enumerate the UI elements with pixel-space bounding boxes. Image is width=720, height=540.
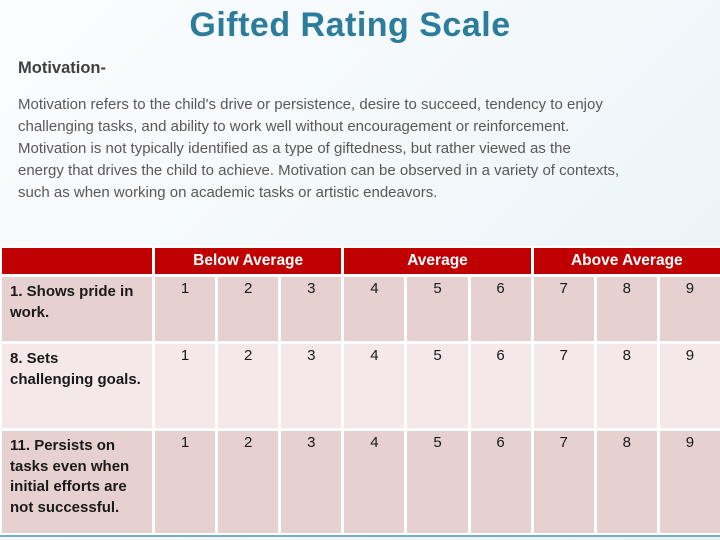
rating-cell: 8 [596,431,657,533]
rating-cell: 1 [155,344,216,428]
rating-cell: 7 [533,277,594,341]
rating-cell: 3 [281,431,342,533]
column-group-header-2: Average [344,248,531,274]
bottom-accent-line [0,535,720,537]
body-paragraph: Motivation refers to the child's drive o… [18,96,620,201]
column-group-header-3: Above Average [533,248,720,274]
rating-cell: 6 [470,431,531,533]
rating-cell: 5 [407,344,468,428]
rating-cell: 9 [659,277,720,341]
rating-cell: 3 [281,344,342,428]
rating-cell: 4 [344,431,405,533]
rating-cell: 5 [407,431,468,533]
rating-cell: 2 [218,431,279,533]
rating-cell: 7 [533,431,594,533]
rating-cell: 7 [533,344,594,428]
column-group-header-1: Below Average [155,248,342,274]
rating-cell: 1 [155,277,216,341]
rating-cell: 6 [470,344,531,428]
rating-cell: 5 [407,277,468,341]
rating-cell: 2 [218,277,279,341]
task-label-cell: 11. Persists on tasks even when initial … [2,431,152,533]
rating-cell: 8 [596,344,657,428]
table-corner-cell [2,248,152,274]
rating-cell: 3 [281,277,342,341]
section-label: Motivation- [18,59,106,77]
task-label-cell: 1. Shows pride in work. [2,277,152,341]
rating-cell: 8 [596,277,657,341]
rating-cell: 9 [659,344,720,428]
rating-table: Below Average Average Above Average 1. Show… [0,246,720,535]
task-label-cell: 8. Sets challenging goals. [2,344,152,428]
rating-cell: 1 [155,431,216,533]
rating-cell: 9 [659,431,720,533]
rating-cell: 4 [344,344,405,428]
page-title: Gifted Rating Scale [189,6,511,44]
rating-cell: 4 [344,277,405,341]
rating-cell: 2 [218,344,279,428]
rating-cell: 6 [470,277,531,341]
